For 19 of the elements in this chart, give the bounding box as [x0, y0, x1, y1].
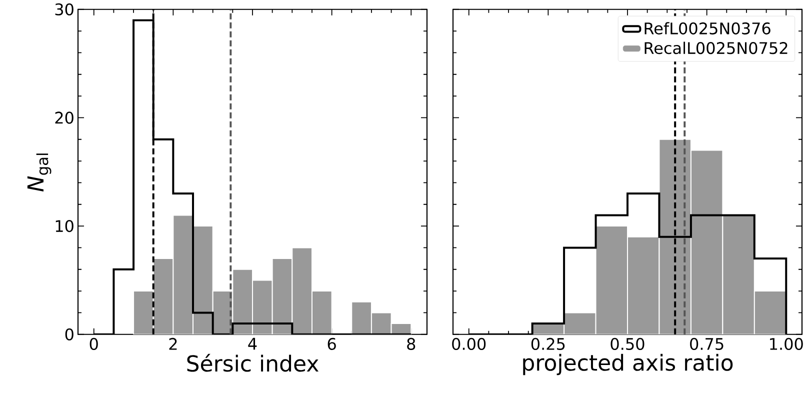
- y-tick-label: 10: [56, 220, 74, 232]
- y-tick-label: 20: [55, 111, 74, 124]
- x-tick-label: 2: [169, 338, 177, 350]
- x-tick-label: 4: [248, 338, 257, 350]
- x-tick-label: 0.00: [452, 338, 486, 350]
- legend-label: RefL0025N0376: [644, 22, 770, 34]
- y-tick-label: 30: [55, 3, 74, 16]
- legend-label: RecalL0025N0752: [644, 42, 788, 54]
- x-tick-label: 6: [328, 338, 336, 350]
- x-axis-title: Sérsic index: [187, 354, 318, 372]
- x-tick-label: 1.00: [770, 338, 803, 350]
- x-tick-label: 0.50: [610, 338, 644, 350]
- y-axis-title: N$_{gal}$: [27, 153, 52, 192]
- x-tick-label: 0.75: [690, 338, 724, 350]
- y-tick-label: 0: [65, 328, 74, 340]
- x-axis-title: projected axis ratio: [523, 354, 733, 375]
- x-tick-label: 0: [90, 338, 98, 350]
- x-tick-label: 8: [407, 338, 416, 350]
- x-tick-label: 0.25: [531, 338, 565, 350]
